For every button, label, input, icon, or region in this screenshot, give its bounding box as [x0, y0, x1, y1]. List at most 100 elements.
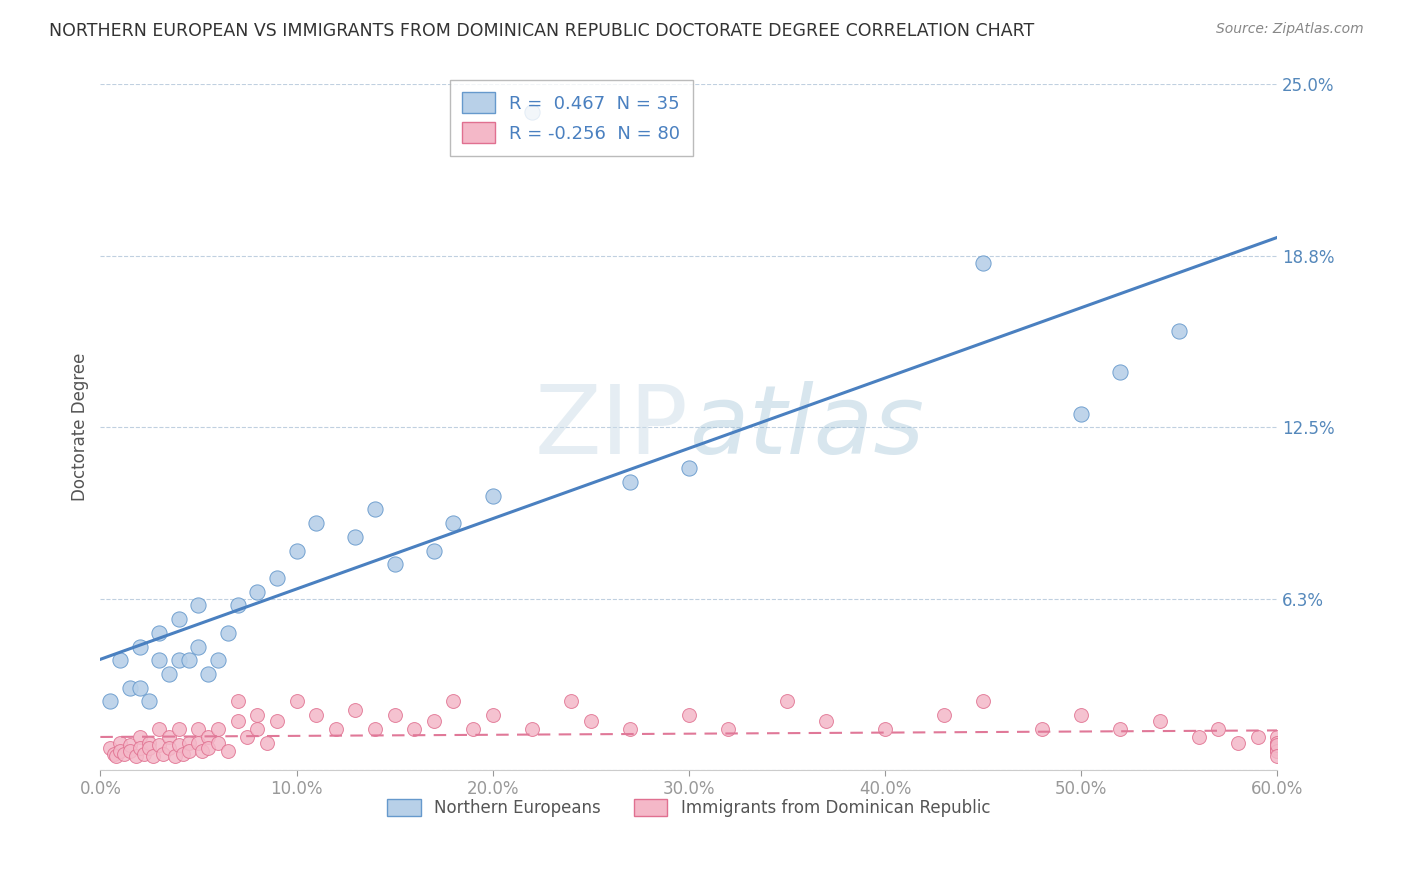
Point: [776, 694, 799, 708]
Point: [138, 694, 160, 708]
Point: [157, 667, 180, 681]
Point: [152, 747, 174, 761]
Point: [1265, 730, 1288, 744]
Point: [344, 530, 367, 544]
Point: [187, 722, 209, 736]
Point: [1227, 735, 1250, 749]
Point: [815, 714, 838, 728]
Point: [1246, 730, 1268, 744]
Point: [1149, 714, 1171, 728]
Point: [187, 640, 209, 654]
Point: [384, 708, 406, 723]
Point: [177, 653, 200, 667]
Point: [1109, 722, 1132, 736]
Point: [325, 722, 347, 736]
Point: [266, 571, 288, 585]
Point: [423, 714, 446, 728]
Point: [1265, 739, 1288, 753]
Point: [461, 722, 484, 736]
Point: [207, 653, 229, 667]
Point: [579, 714, 602, 728]
Point: [148, 739, 170, 753]
Point: [441, 694, 464, 708]
Point: [177, 735, 200, 749]
Point: [1265, 741, 1288, 756]
Point: [1188, 730, 1211, 744]
Point: [148, 653, 170, 667]
Point: [1031, 722, 1053, 736]
Point: [285, 543, 308, 558]
Point: [305, 516, 328, 531]
Point: [217, 744, 239, 758]
Text: Source: ZipAtlas.com: Source: ZipAtlas.com: [1216, 22, 1364, 37]
Point: [1265, 744, 1288, 758]
Point: [972, 255, 994, 269]
Point: [1265, 735, 1288, 749]
Point: [560, 694, 582, 708]
Point: [678, 461, 700, 475]
Point: [226, 599, 249, 613]
Point: [619, 722, 641, 736]
Point: [1070, 407, 1092, 421]
Point: [128, 730, 150, 744]
Point: [118, 681, 141, 695]
Point: [142, 749, 165, 764]
Text: ZIP: ZIP: [534, 381, 689, 474]
Point: [481, 489, 503, 503]
Point: [124, 749, 146, 764]
Point: [112, 747, 135, 761]
Point: [163, 749, 186, 764]
Point: [103, 747, 125, 761]
Point: [148, 722, 170, 736]
Point: [138, 735, 160, 749]
Point: [191, 744, 214, 758]
Point: [108, 653, 131, 667]
Point: [138, 741, 160, 756]
Point: [932, 708, 955, 723]
Text: NORTHERN EUROPEAN VS IMMIGRANTS FROM DOMINICAN REPUBLIC DOCTORATE DEGREE CORRELA: NORTHERN EUROPEAN VS IMMIGRANTS FROM DOM…: [49, 22, 1035, 40]
Point: [177, 744, 200, 758]
Point: [118, 739, 141, 753]
Point: [1109, 365, 1132, 379]
Point: [172, 747, 194, 761]
Point: [520, 104, 543, 119]
Point: [717, 722, 740, 736]
Point: [305, 708, 328, 723]
Point: [873, 722, 896, 736]
Point: [246, 708, 269, 723]
Point: [108, 735, 131, 749]
Point: [364, 722, 387, 736]
Point: [105, 749, 128, 764]
Point: [226, 694, 249, 708]
Point: [167, 612, 190, 626]
Point: [619, 475, 641, 489]
Point: [246, 584, 269, 599]
Point: [167, 722, 190, 736]
Point: [98, 694, 121, 708]
Legend: Northern Europeans, Immigrants from Dominican Republic: Northern Europeans, Immigrants from Domi…: [381, 792, 997, 823]
Point: [441, 516, 464, 531]
Point: [128, 640, 150, 654]
Point: [678, 708, 700, 723]
Point: [187, 735, 209, 749]
Point: [1265, 741, 1288, 756]
Point: [207, 735, 229, 749]
Point: [236, 730, 259, 744]
Point: [226, 714, 249, 728]
Point: [1265, 735, 1288, 749]
Point: [1208, 722, 1230, 736]
Point: [423, 543, 446, 558]
Point: [285, 694, 308, 708]
Point: [364, 502, 387, 516]
Point: [520, 722, 543, 736]
Point: [197, 741, 219, 756]
Point: [118, 744, 141, 758]
Point: [128, 681, 150, 695]
Point: [384, 558, 406, 572]
Point: [157, 741, 180, 756]
Point: [167, 739, 190, 753]
Point: [404, 722, 426, 736]
Point: [197, 667, 219, 681]
Point: [207, 722, 229, 736]
Point: [217, 626, 239, 640]
